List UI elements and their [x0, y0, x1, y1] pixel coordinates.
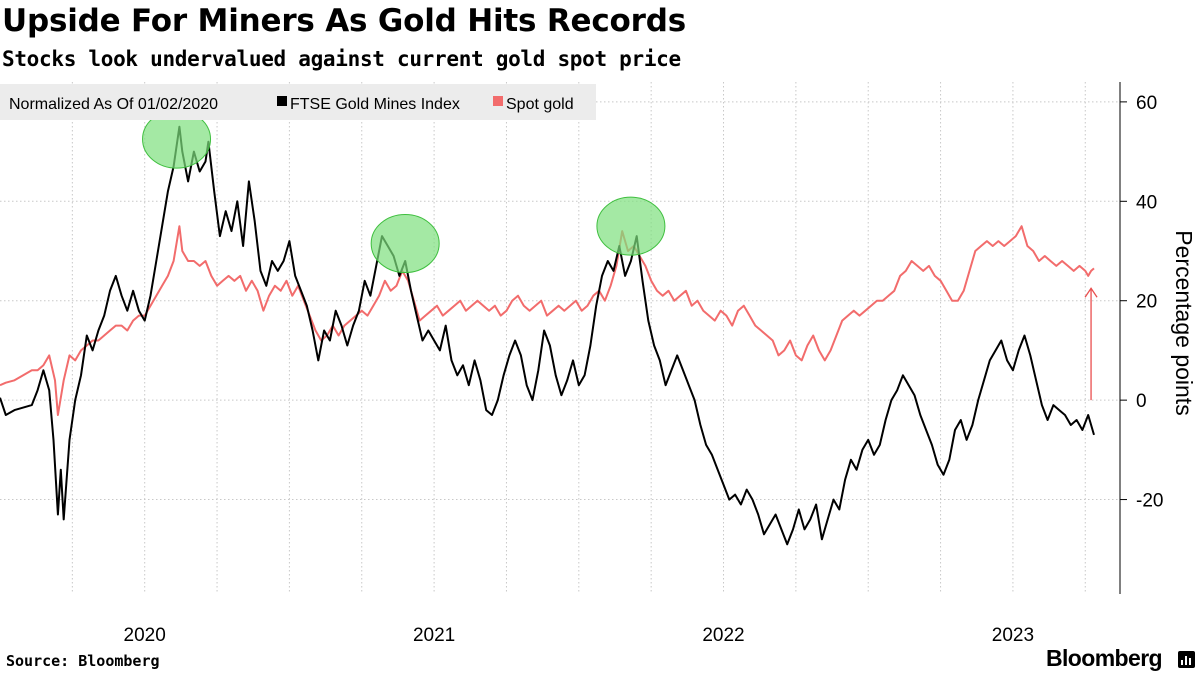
- x-tick-label: 2020: [124, 625, 166, 646]
- y-tick-label: -20: [1136, 491, 1163, 512]
- highlight-2020-late-peak: [370, 214, 440, 274]
- legend-title: Normalized As Of 01/02/2020: [9, 96, 218, 113]
- x-tick-label: 2023: [992, 625, 1034, 646]
- bloomberg-chart-icon: [1178, 651, 1195, 668]
- arrow-head: [1084, 287, 1098, 298]
- x-tick-label: 2022: [702, 625, 744, 646]
- chart-subtitle: Stocks look undervalued against current …: [2, 47, 681, 71]
- x-tick-label: 2021: [413, 625, 455, 646]
- legend-swatch-gold: [493, 96, 503, 106]
- y-axis-label: Percentage points: [1171, 230, 1197, 415]
- y-tick-label: 20: [1136, 292, 1157, 313]
- gap-arrow: [1084, 287, 1098, 401]
- legend: Normalized As Of 01/02/2020 FTSE Gold Min…: [0, 84, 596, 120]
- series-line-spot-gold: [0, 225, 1095, 416]
- legend-label-gold: Spot gold: [506, 96, 574, 113]
- y-tick-label: 60: [1136, 93, 1157, 114]
- legend-swatch-ftse: [277, 96, 287, 106]
- chart-title: Upside For Miners As Gold Hits Records: [2, 3, 686, 39]
- y-tick-label: 40: [1136, 192, 1157, 213]
- source-note: Source: Bloomberg: [6, 652, 160, 670]
- series-line-ftse-gold-mines: [0, 125, 1095, 546]
- legend-label-ftse: FTSE Gold Mines Index: [290, 96, 460, 113]
- bloomberg-logo: Bloomberg: [1046, 645, 1163, 671]
- y-tick-label: 0: [1136, 391, 1147, 412]
- highlight-2021-peak: [596, 196, 666, 256]
